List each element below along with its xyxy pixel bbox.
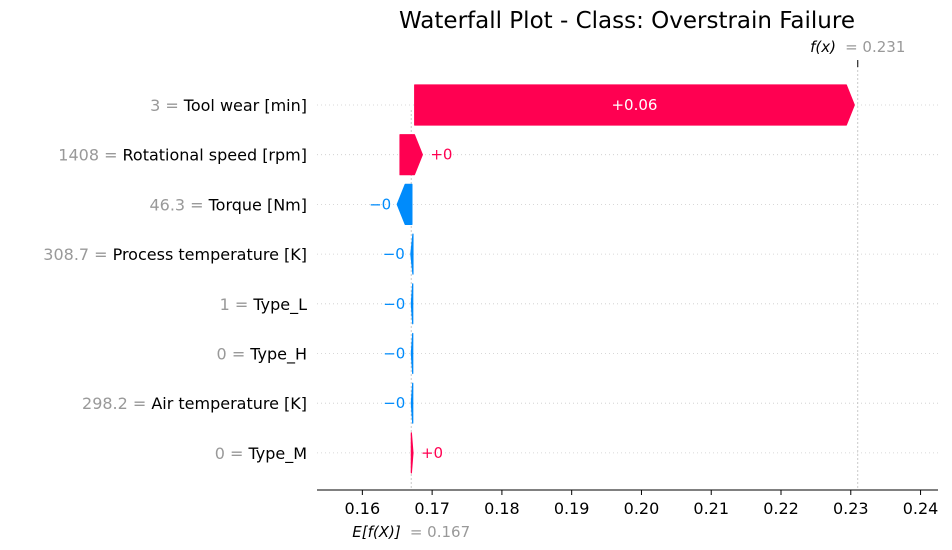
feature-label: 0 = Type_M: [215, 444, 307, 464]
base-value-label: E[f(X)] = 0.167: [352, 522, 470, 541]
feature-label: 3 = Tool wear [min]: [150, 96, 307, 115]
feature-name: Rotational speed [rpm]: [123, 146, 307, 165]
x-tick-label: 0.21: [693, 499, 729, 518]
x-tick-label: 0.17: [414, 499, 450, 518]
feature-name: Tool wear [min]: [183, 96, 307, 115]
x-tick-label: 0.20: [624, 499, 660, 518]
feature-name: Process temperature [K]: [113, 245, 307, 264]
feature-value: 46.3 =: [149, 195, 203, 214]
feature-name: Torque [Nm]: [208, 195, 307, 214]
bar-value-label: −0: [383, 345, 405, 363]
output-value-text: = 0.231: [845, 38, 905, 56]
bar-value-label: −0: [369, 195, 391, 213]
x-tick-label: 0.24: [903, 499, 939, 518]
feature-label: 0 = Type_H: [217, 345, 307, 365]
bar-value-label: −0: [383, 245, 405, 263]
feature-label: 298.2 = Air temperature [K]: [82, 394, 307, 413]
waterfall-bar: [410, 432, 414, 474]
waterfall-bar: [410, 283, 414, 325]
x-tick-label: 0.16: [345, 499, 381, 518]
x-tick-label: 0.18: [484, 499, 520, 518]
x-axis: 0.16 0.17 0.18 0.19 0.20 0.21 0.22 0.23 0.24: [317, 489, 939, 518]
waterfall-bar: [410, 382, 414, 424]
x-tick-label: 0.19: [554, 499, 590, 518]
feature-value: 1408 =: [58, 146, 117, 165]
base-value-math: E[f(X)]: [352, 523, 401, 541]
feature-value: 308.7 =: [43, 245, 107, 264]
waterfall-bar: [399, 134, 423, 176]
feature-value: 3 =: [150, 96, 179, 115]
waterfall-bar: [410, 332, 414, 375]
feature-name: Type_L: [252, 295, 307, 315]
feature-value: 1 =: [220, 295, 249, 314]
bar-value-label: +0.06: [611, 96, 657, 114]
feature-label: 1408 = Rotational speed [rpm]: [58, 146, 307, 165]
feature-label: 308.7 = Process temperature [K]: [43, 245, 307, 264]
bar-value-label: −0: [383, 295, 405, 313]
waterfall-bar: [414, 84, 855, 126]
feature-label: 1 = Type_L: [220, 295, 307, 315]
feature-label: 46.3 = Torque [Nm]: [149, 195, 307, 214]
chart-title: Waterfall Plot - Class: Overstrain Failu…: [399, 8, 855, 34]
feature-name: Type_H: [249, 345, 307, 365]
base-value-text: = 0.167: [410, 523, 470, 541]
x-tick-label: 0.22: [763, 499, 799, 518]
bar-value-label: +0: [430, 146, 452, 164]
x-tick-label: 0.23: [833, 499, 869, 518]
feature-labels: +0.06 3 = Tool wear [min] +0 1408 = Rotationa…: [43, 96, 657, 464]
output-value-label: f(x) = 0.231: [810, 37, 905, 56]
feature-name: Type_M: [247, 444, 307, 464]
feature-value: 0 =: [215, 444, 244, 463]
bars: [396, 84, 855, 474]
waterfall-bar: [396, 183, 413, 225]
waterfall-bar: [410, 233, 414, 275]
feature-value: 0 =: [217, 345, 246, 364]
output-value-math: f(x): [810, 38, 836, 56]
bar-value-label: −0: [383, 394, 405, 412]
feature-value: 298.2 =: [82, 394, 146, 413]
bar-value-label: +0: [421, 444, 443, 462]
feature-name: Air temperature [K]: [151, 394, 307, 413]
